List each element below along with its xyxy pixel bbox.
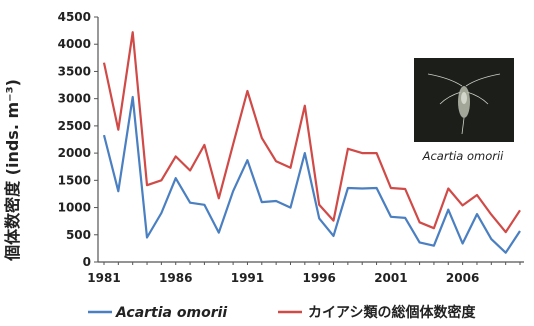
x-axis-ticks: 1981 1986 1991 1996 2001 2006 <box>87 262 520 285</box>
y-tick-label: 3500 <box>58 64 91 78</box>
x-tick-label: 1981 <box>87 271 120 285</box>
y-axis-label: 個体数密度 (inds. m⁻³) <box>3 79 22 262</box>
photo-caption: Acartia omorii <box>422 149 505 163</box>
y-tick-label: 4500 <box>58 10 91 24</box>
y-tick-label: 2000 <box>58 146 91 160</box>
y-tick-label: 500 <box>66 228 91 242</box>
y-tick-label: 0 <box>83 255 91 269</box>
y-axis-ticks: 0 500 1000 1500 2000 2500 3000 3500 4000 4500 <box>58 10 98 269</box>
x-tick-label: 2001 <box>374 271 407 285</box>
y-tick-label: 4000 <box>58 37 91 51</box>
legend: Acartia omorii カイアシ類の総個体数密度 <box>88 304 476 321</box>
x-tick-label: 2006 <box>446 271 479 285</box>
x-tick-label: 1996 <box>302 271 335 285</box>
copepod-body-highlight <box>461 92 467 104</box>
legend-label-series-2: カイアシ類の総個体数密度 <box>308 304 476 321</box>
y-tick-label: 3000 <box>58 92 91 106</box>
legend-label-series-1: Acartia omorii <box>115 305 227 321</box>
copepod-photo: Acartia omorii <box>414 58 514 163</box>
y-tick-label: 1500 <box>58 173 91 187</box>
x-tick-label: 1991 <box>231 271 264 285</box>
y-tick-label: 2500 <box>58 119 91 133</box>
x-tick-label: 1986 <box>159 271 192 285</box>
y-tick-label: 1000 <box>58 201 91 215</box>
